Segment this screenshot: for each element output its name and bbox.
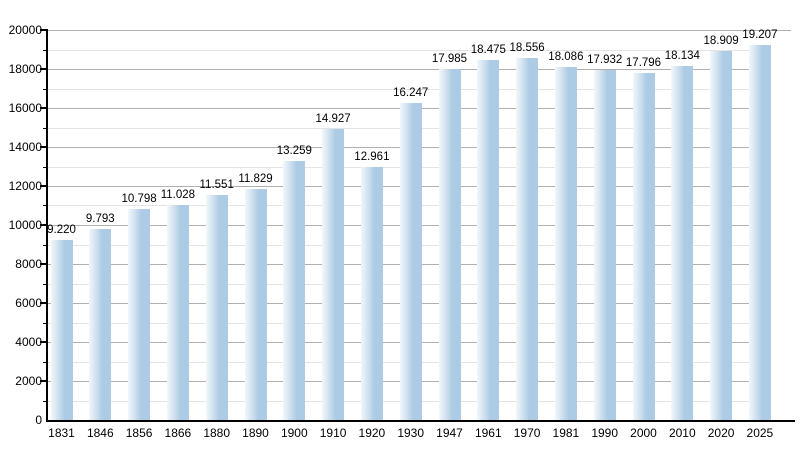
bar-2000 xyxy=(632,72,655,420)
x-axis-tick-label: 2020 xyxy=(707,426,735,440)
major-tick xyxy=(40,29,48,31)
major-tick xyxy=(40,68,48,70)
bar-1920 xyxy=(360,167,383,420)
y-axis-tick-label: 2000 xyxy=(15,374,42,388)
major-tick xyxy=(40,341,48,343)
bar-value-label: 11.028 xyxy=(160,188,196,201)
x-axis-tick-label: 1831 xyxy=(48,426,75,440)
x-axis-tick-label: 1856 xyxy=(125,426,153,440)
y-axis-tick-label: 12000 xyxy=(8,179,42,193)
bar-1856 xyxy=(128,209,151,420)
minor-gridline xyxy=(48,89,771,90)
major-gridline xyxy=(48,69,771,70)
x-axis-tick-label: 2025 xyxy=(746,426,774,440)
y-axis-line xyxy=(46,30,48,422)
x-axis-tick-label: 1970 xyxy=(513,426,541,440)
y-axis-tick-label: 10000 xyxy=(8,218,42,232)
bar-value-label: 18.086 xyxy=(548,51,584,64)
x-axis-tick-label: 1866 xyxy=(164,426,192,440)
bar-1910 xyxy=(322,128,345,420)
bar-value-label: 18.134 xyxy=(664,50,700,63)
bar-value-label: 10.798 xyxy=(121,193,157,206)
x-axis-tick-label: 1981 xyxy=(552,426,580,440)
x-axis-tick-label: 2010 xyxy=(668,426,696,440)
y-axis-tick-label: 14000 xyxy=(8,140,42,154)
bar-value-label: 13.259 xyxy=(276,145,312,158)
y-axis-tick-label: 18000 xyxy=(8,62,42,76)
bar-2025 xyxy=(748,45,771,420)
bar-1890 xyxy=(244,189,267,420)
x-axis-tick-label: 2000 xyxy=(630,426,657,440)
bar-value-label: 12.961 xyxy=(354,151,390,164)
x-axis-tick-label: 1910 xyxy=(319,426,347,440)
bar-value-label: 18.475 xyxy=(470,43,506,56)
x-axis-tick-label: 1990 xyxy=(591,426,619,440)
bar-2010 xyxy=(671,66,694,420)
x-axis-tick-label: 1930 xyxy=(397,426,425,440)
bar-1880 xyxy=(205,194,228,420)
minor-tick xyxy=(43,323,48,324)
major-tick xyxy=(40,263,48,265)
bar-value-label: 17.796 xyxy=(625,56,662,69)
minor-tick xyxy=(43,167,48,168)
y-axis-tick-label: 6000 xyxy=(15,296,42,310)
bar-1846 xyxy=(89,229,112,420)
bar-2020 xyxy=(710,51,733,420)
bar-1831 xyxy=(50,240,73,420)
bar-value-label: 9.793 xyxy=(85,213,115,226)
bar-value-label: 17.932 xyxy=(587,54,623,67)
x-axis-tick-label: 1947 xyxy=(436,426,463,440)
major-tick xyxy=(40,107,48,109)
bar-1947 xyxy=(438,69,461,420)
major-tick xyxy=(40,380,48,382)
minor-tick xyxy=(43,128,48,129)
minor-tick xyxy=(43,362,48,363)
y-axis-tick-label: 0 xyxy=(35,413,42,427)
bar-1990 xyxy=(593,70,616,420)
bar-value-label: 14.927 xyxy=(315,112,351,125)
bar-1961 xyxy=(477,59,500,420)
y-axis-tick-label: 20000 xyxy=(8,23,42,37)
x-axis-tick-label: 1900 xyxy=(280,426,308,440)
x-axis-tick-label: 1961 xyxy=(474,426,502,440)
x-axis-line xyxy=(46,420,795,422)
bar-value-label: 18.909 xyxy=(703,35,739,48)
x-axis-tick-label: 1890 xyxy=(242,426,269,440)
bar-value-label: 19.207 xyxy=(742,29,778,42)
bar-value-label: 16.247 xyxy=(393,87,429,100)
major-tick xyxy=(40,302,48,304)
minor-tick xyxy=(43,50,48,51)
x-axis-tick-label: 1920 xyxy=(358,426,386,440)
bar-value-label: 9.220 xyxy=(47,224,76,237)
major-gridline xyxy=(48,30,791,31)
bar-value-label: 11.829 xyxy=(238,173,273,186)
y-axis-tick-label: 16000 xyxy=(8,101,42,115)
x-axis-tick-label: 1846 xyxy=(86,426,114,440)
y-axis-tick-label: 4000 xyxy=(15,335,42,349)
x-axis-tick-label: 1880 xyxy=(203,426,231,440)
bar-1930 xyxy=(399,103,422,420)
bar-1970 xyxy=(516,58,539,420)
minor-tick xyxy=(43,284,48,285)
bar-value-label: 11.551 xyxy=(199,178,234,191)
major-tick xyxy=(40,185,48,187)
bar-value-label: 17.985 xyxy=(431,53,468,66)
bar-1981 xyxy=(554,67,577,420)
minor-tick xyxy=(43,205,48,206)
minor-gridline xyxy=(48,50,771,51)
major-tick xyxy=(40,224,48,226)
minor-tick xyxy=(43,89,48,90)
major-tick xyxy=(40,146,48,148)
bar-1900 xyxy=(283,161,306,420)
minor-tick xyxy=(43,401,48,402)
y-axis-tick-label: 8000 xyxy=(15,257,42,271)
minor-tick xyxy=(43,245,48,246)
bar-1866 xyxy=(166,204,189,420)
bar-value-label: 18.556 xyxy=(509,42,545,55)
